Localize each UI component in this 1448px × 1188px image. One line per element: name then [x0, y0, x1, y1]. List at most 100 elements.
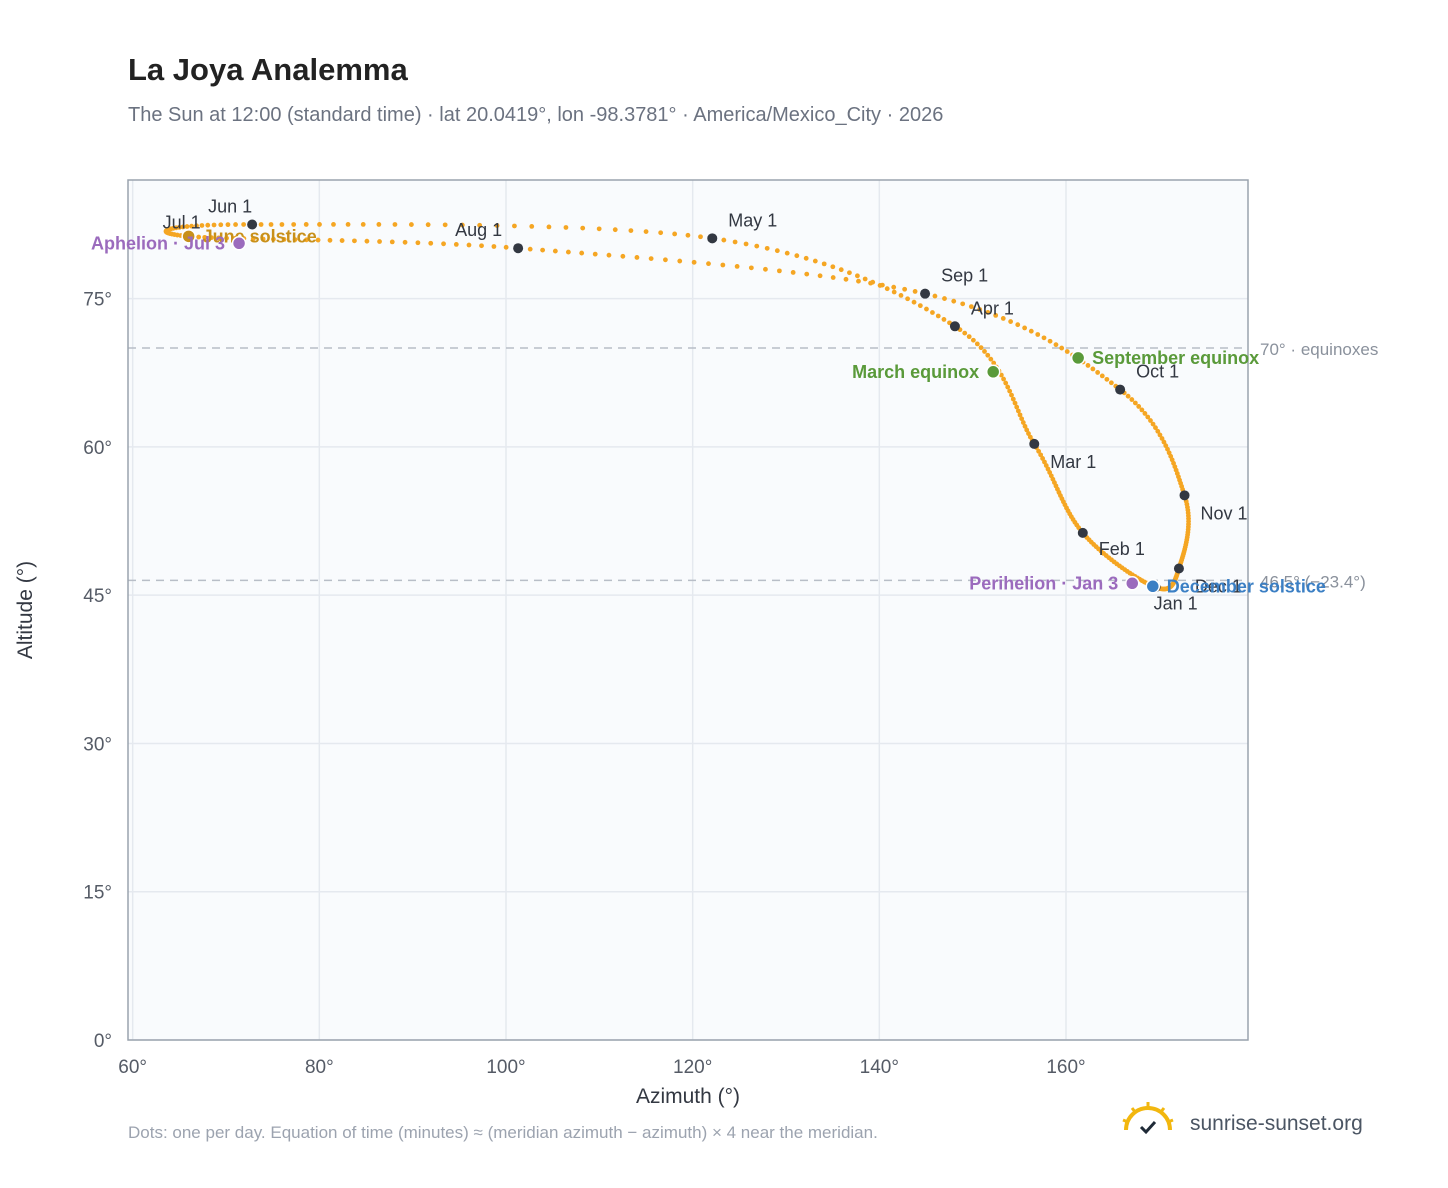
plot-background — [128, 180, 1248, 1040]
daily-sun-dot — [194, 223, 199, 229]
daily-sun-dot — [1009, 392, 1014, 398]
daily-sun-dot — [764, 245, 770, 251]
event-marker — [985, 364, 1001, 380]
month-label: Sep 1 — [941, 266, 988, 286]
daily-sun-dot — [546, 224, 552, 230]
event-marker — [231, 236, 247, 251]
daily-sun-dot — [978, 345, 984, 351]
daily-sun-dot — [512, 223, 517, 229]
event-marker — [181, 229, 196, 244]
daily-sun-dot — [317, 222, 322, 227]
month-marker — [513, 243, 524, 254]
daily-sun-dot — [966, 334, 972, 340]
daily-sun-dot — [540, 247, 546, 253]
daily-sun-dot — [748, 265, 754, 271]
daily-sun-dot — [1163, 443, 1169, 449]
daily-sun-dot — [982, 349, 987, 354]
daily-sun-dot — [902, 286, 908, 292]
daily-sun-dot — [1129, 397, 1135, 402]
event-marker — [1070, 350, 1086, 366]
daily-sun-dot — [794, 253, 800, 259]
daily-sun-dot — [985, 309, 991, 315]
x-axis-title: Azimuth (°) — [636, 1085, 740, 1108]
daily-sun-dot — [988, 356, 994, 362]
daily-sun-dot — [962, 330, 968, 336]
brand[interactable]: sunrise-sunset.org — [1120, 1100, 1390, 1148]
daily-sun-dot — [951, 298, 957, 304]
daily-sun-dot — [580, 225, 586, 231]
reference-line-label: 46.5° (−23.4°) — [1260, 572, 1366, 591]
daily-sun-dot — [830, 264, 836, 270]
axis-ticks: 60° 80° 100° 120° 140° 160° 0° 15° 30° 45° 60° 75° — [83, 290, 1085, 1078]
x-tick-label: 120° — [673, 1057, 712, 1078]
daily-sun-dot — [389, 239, 395, 245]
daily-sun-dot — [241, 222, 247, 227]
reference-lines: 70° · equinoxes 46.5° (−23.4°) — [128, 340, 1378, 591]
daily-sun-dot — [1104, 376, 1110, 382]
month-label: Aug 1 — [455, 220, 502, 240]
month-label: Dec 1 — [1195, 576, 1242, 596]
reference-line-label: 70° · equinoxes — [1260, 340, 1378, 359]
daily-sun-dot — [754, 243, 760, 249]
month-marker — [1115, 384, 1126, 395]
daily-sun-dot — [268, 222, 274, 227]
daily-sun-dot — [364, 238, 370, 244]
daily-sun-dot — [376, 222, 382, 227]
daily-sun-dot — [1099, 373, 1105, 379]
daily-sun-dot — [529, 223, 535, 229]
daily-sun-dot — [1015, 322, 1021, 328]
daily-sun-dot — [960, 301, 966, 307]
daily-sun-dot — [905, 296, 911, 302]
daily-sun-dot — [392, 222, 398, 227]
month-marker — [707, 233, 718, 244]
daily-sun-dot — [1042, 459, 1047, 465]
daily-sun-dot — [879, 282, 885, 288]
daily-sun-dot — [932, 293, 938, 299]
daily-sun-dot — [1020, 420, 1026, 425]
daily-sun-dot — [1024, 427, 1030, 433]
month-marker — [949, 321, 960, 332]
daily-sun-dot — [1059, 345, 1065, 351]
daily-sun-dot — [1012, 400, 1018, 406]
daily-sun-dot — [503, 244, 509, 250]
daily-sun-dot — [199, 223, 205, 228]
daily-sun-dot — [1022, 423, 1028, 429]
daily-sun-dot — [408, 222, 414, 227]
daily-sun-dot — [415, 240, 421, 246]
daily-sun-dot — [891, 284, 897, 290]
daily-sun-dot — [1132, 400, 1138, 406]
daily-sun-dot — [930, 310, 935, 315]
daily-sun-dot — [279, 222, 285, 227]
daily-sun-dot — [763, 266, 768, 272]
daily-sun-dot — [180, 224, 186, 230]
daily-sun-dot — [216, 235, 222, 241]
event-label: December solstice — [1167, 576, 1326, 596]
daily-sun-dot — [233, 222, 238, 227]
y-tick-label: 0° — [94, 1031, 112, 1052]
month-label: Jul 1 — [163, 212, 201, 232]
daily-sun-dot — [224, 235, 229, 241]
daily-sun-dot — [720, 262, 726, 268]
daily-sun-dot — [1022, 325, 1028, 331]
daily-sun-dot — [552, 248, 558, 254]
daily-sun-dot — [911, 299, 917, 305]
daily-sun-dot — [917, 303, 923, 309]
daily-sun-dot — [339, 238, 345, 243]
y-tick-label: 60° — [83, 438, 112, 459]
brand-name: sunrise-sunset.org — [1190, 1112, 1363, 1135]
daily-sun-dot — [974, 341, 980, 347]
daily-sun-dot — [352, 238, 357, 244]
daily-sun-dot — [991, 360, 997, 366]
daily-sun-dot — [1019, 416, 1025, 422]
daily-sun-dot — [184, 224, 190, 229]
daily-sun-dot — [459, 222, 465, 228]
x-tick-label: 140° — [860, 1057, 899, 1078]
daily-sun-dot — [281, 236, 287, 242]
event-label: Perihelion · Jan 3 — [969, 573, 1118, 593]
daily-sun-dot — [331, 222, 336, 227]
daily-sun-dot — [1000, 316, 1006, 321]
analemma-curve — [163, 221, 1191, 592]
daily-sun-dot — [612, 227, 618, 233]
daily-sun-dot — [734, 263, 740, 269]
